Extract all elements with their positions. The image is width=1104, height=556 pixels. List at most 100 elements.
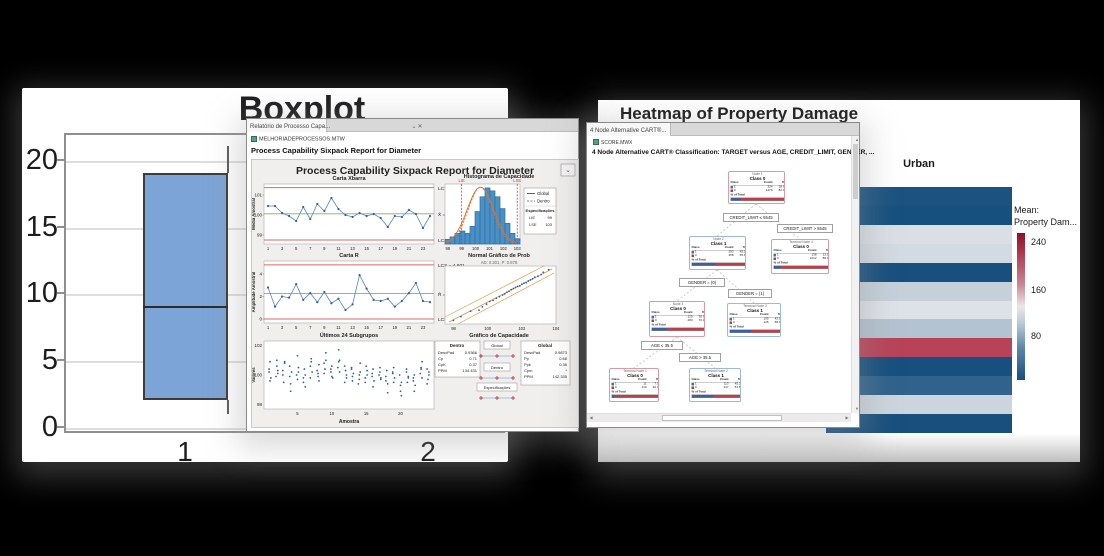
svg-text:100: 100 [254,373,262,378]
y-tick-label: 10 [25,277,58,310]
class-distribution-bar [730,197,784,201]
svg-text:Dentro: Dentro [537,199,550,204]
tree-node-node1[interactable]: Node 1 Class 0 Class Count% 1 324 18.0 0 1476 82.… [728,171,785,204]
scrollbar-thumb[interactable] [853,144,858,199]
svg-text:99: 99 [257,233,263,238]
svg-text:11: 11 [336,325,341,330]
svg-text:PPM: PPM [524,374,533,379]
svg-text:Valores: Valores [251,367,256,383]
svg-text:23: 23 [421,246,426,251]
svg-text:Carta Xbarra: Carta Xbarra [332,176,366,182]
tree-node-node2[interactable]: Node 2 Class 1 Class Count% 1 293 45.0 0 358 55.0… [689,236,746,270]
collapse-button[interactable] [560,163,576,177]
svg-text:9: 9 [323,325,326,330]
svg-text:Histograma de Capacidade: Histograma de Capacidade [464,174,535,180]
svg-text:9: 9 [323,246,326,251]
minitab-report-svg: Process Capability Sixpack Report for Di… [251,159,579,428]
split-label: AGE ≤ 35.5 [641,341,683,350]
class-color-swatch [651,319,654,323]
class-color-swatch [691,382,694,386]
decor: Node 3 [672,302,684,307]
heatmap-cell [826,205,1012,225]
svg-text:Carta R: Carta R [339,253,359,259]
scrollbar-thumb[interactable] [662,415,782,421]
decor: Class Count% [691,378,741,383]
tree-node-node3[interactable]: Node 3 Class 0 Class Count% 1 120 30.0 0 280 70.0… [649,301,705,337]
report-heading: 4 Node Alternative CART® Classification:… [592,147,875,156]
y-tick [57,359,64,362]
svg-text:15: 15 [364,246,369,251]
bar-class0 [715,262,745,266]
class-color-swatch [730,189,733,193]
decor: % of Total [729,325,744,329]
heatmap-cell [826,224,1012,244]
svg-text:98: 98 [451,326,456,331]
box-iqr [143,173,228,401]
class-color-swatch [773,253,776,257]
decor: 0 145 58.0 [729,321,780,325]
decor: 1 324 18.0 [730,185,784,189]
tab-cart-classification[interactable]: 4 Node Alternative CART®... [587,123,671,136]
decor: 0 1476 82.0 [730,189,784,193]
tab-process-capability[interactable]: Relatório de Processo Capa... ⌄ ✕ [247,119,423,132]
vertical-scrollbar[interactable]: ▲ ▼ [851,136,859,413]
scroll-right-icon[interactable]: ▶ [845,415,849,420]
worksheet-icon [593,139,599,145]
class-distribution-bar [773,265,828,269]
decor: Terminal Node 3 Class 1 Class Count% 1 105 42.… [728,304,780,333]
svg-text:98: 98 [445,246,450,251]
class-color-swatch [691,254,694,258]
y-tick-label: 15 [25,210,58,243]
svg-text:13: 13 [350,246,355,251]
svg-text:102: 102 [254,343,262,348]
heatmap-column [826,187,1012,433]
horizontal-scrollbar[interactable]: ◀ ▶ [587,413,851,422]
box-whisker-lower [226,400,229,414]
scroll-down-icon[interactable]: ▼ [854,406,859,411]
svg-text:103: 103 [514,246,522,251]
decor: 1 105 42.0 [729,317,780,321]
page-title: Heatmap of Property Damage [620,104,859,123]
svg-text:Global: Global [538,343,552,348]
worksheet-label: SCORE.MWX [593,138,664,146]
decor: Terminal Node 3 [743,304,767,309]
svg-text:99: 99 [459,246,464,251]
tab-bar: 4 Node Alternative CART®... [587,123,859,136]
y-tick [57,225,64,228]
chevron-down-icon[interactable]: ⌄ [411,122,417,129]
decor: 1 293 45.0 [691,250,745,254]
svg-text:15: 15 [364,411,369,416]
decor: 0 137 54.8 [691,386,740,390]
svg-text:20: 20 [398,411,403,416]
scroll-up-icon[interactable]: ▲ [854,137,859,142]
svg-text:103: 103 [545,222,552,227]
tree-node-tnode4[interactable]: Terminal Node 4 Class 0 Class Count% 1 138 12.… [771,239,829,274]
tree-node-tnode1[interactable]: Terminal Node 1 Class 0 Class Count% 1 11 7.3 0… [609,368,659,402]
split-label: CREDIT_LIMIT ≤ 5545 [723,213,779,222]
bar-class0 [713,394,740,398]
bar-class0 [780,265,828,269]
bar-class1 [652,327,668,331]
svg-text:0.9366: 0.9366 [465,350,478,355]
svg-text:Pp: Pp [524,356,530,361]
heatmap-cell [826,357,1012,377]
heatmap-cell [826,319,1012,339]
scroll-left-icon[interactable]: ◀ [589,415,593,420]
worksheet-label: MELHORIADEPROCESSOS.MTW [251,135,431,143]
svg-text:Cp: Cp [438,356,444,361]
svg-text:AD: 0.201, P: 0.878: AD: 0.201, P: 0.878 [481,260,518,265]
column-header: Urban [903,158,935,170]
tree-node-tnode2[interactable]: Terminal Node 2 Class 1 Class Count% 1 113 45.… [689,368,741,402]
svg-text:102: 102 [518,326,526,331]
cart-window: 4 Node Alternative CART®... SCORE.MWX 4 … [586,122,874,428]
decor: 1 11 7.3 [611,382,658,386]
svg-text:101: 101 [486,246,494,251]
split-label: GENDER = (1) [728,289,772,298]
y-tick-label: 5 [41,344,58,377]
close-icon[interactable]: ✕ [417,122,423,129]
decor: Terminal Node 1 [623,369,647,374]
svg-text:DesvPad: DesvPad [524,350,540,355]
tree-node-tnode3[interactable]: Terminal Node 3 Class 1 Class Count% 1 105 42.… [727,303,781,337]
svg-text:23: 23 [421,325,426,330]
svg-text:17: 17 [378,246,383,251]
